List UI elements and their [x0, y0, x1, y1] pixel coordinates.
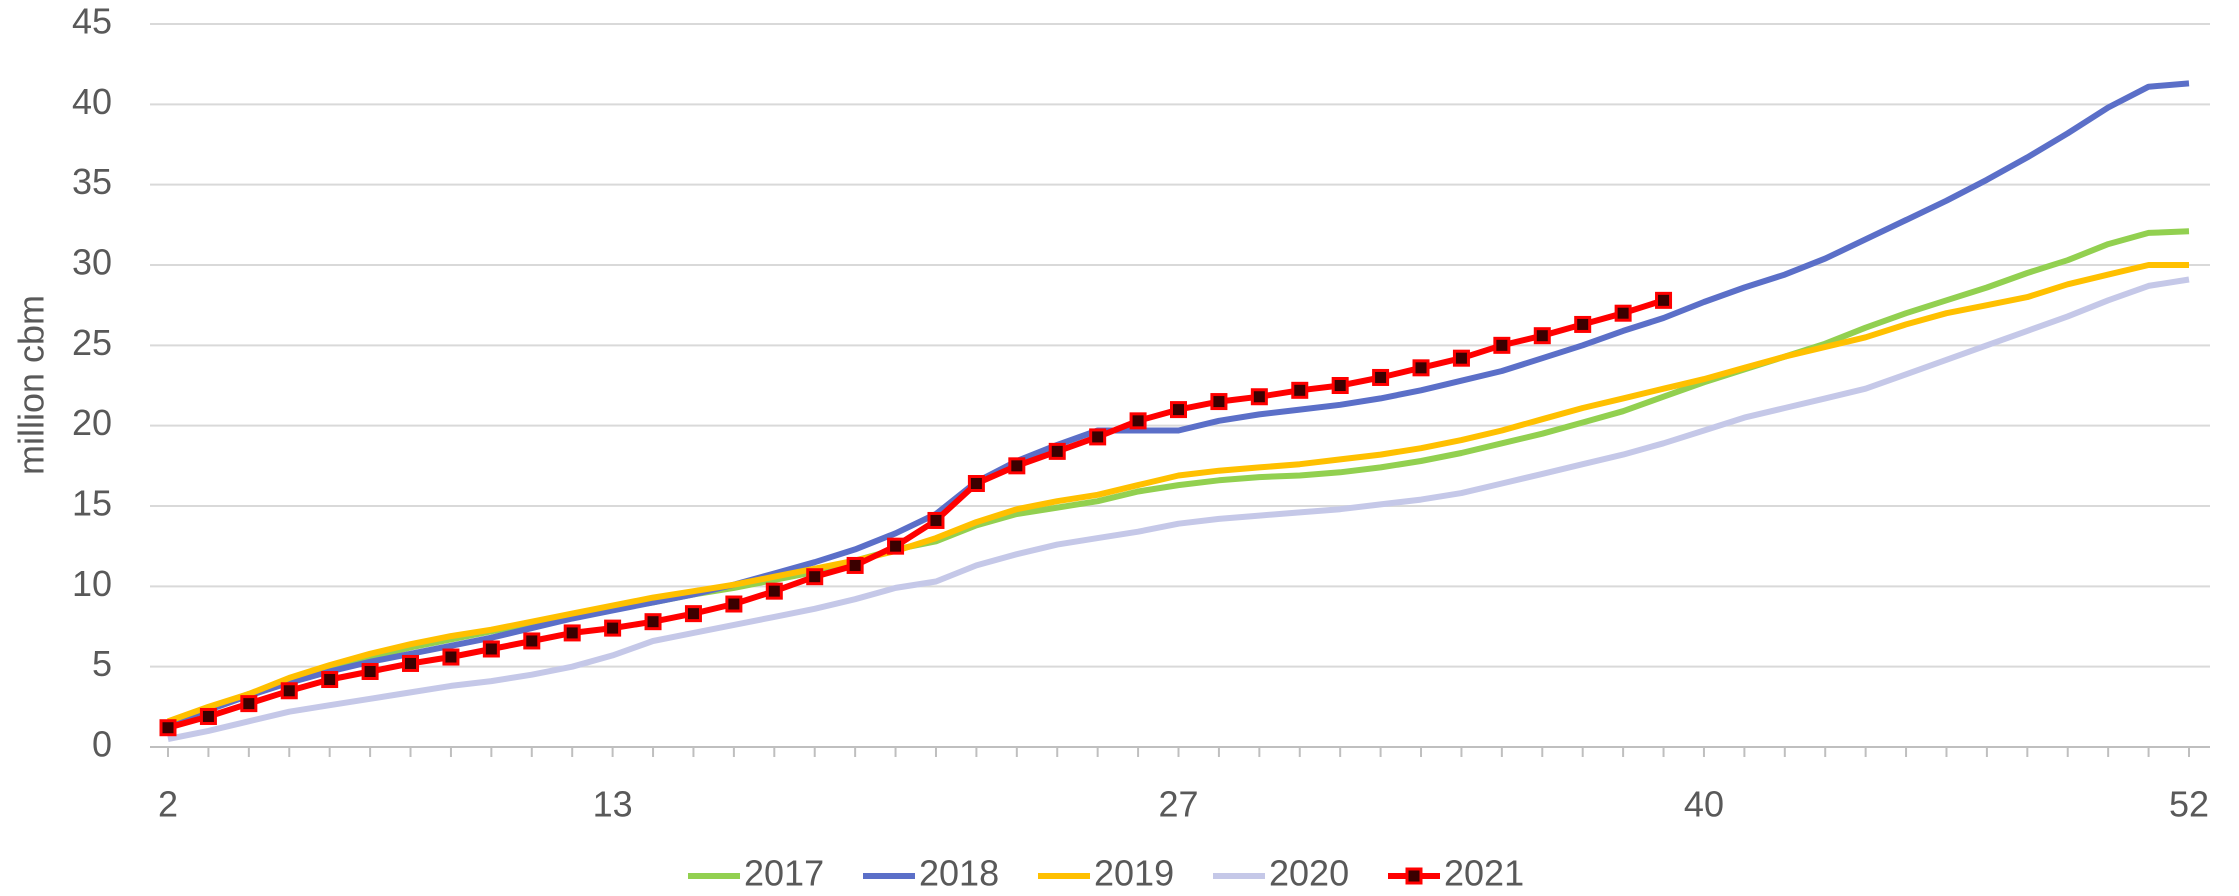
series-marker — [644, 613, 662, 631]
series-marker — [684, 605, 702, 623]
series-marker — [563, 624, 581, 642]
series-marker — [280, 682, 298, 700]
series-marker — [1533, 327, 1551, 345]
y-axis-label: million cbm — [11, 295, 52, 475]
series-marker — [806, 568, 824, 586]
series-marker — [321, 671, 339, 689]
y-tick-label: 25 — [72, 322, 112, 363]
series-marker — [482, 640, 500, 658]
series-marker — [1291, 381, 1309, 399]
y-tick-label: 30 — [72, 242, 112, 283]
x-tick-label: 40 — [1684, 784, 1724, 825]
series-marker — [402, 654, 420, 672]
series-marker — [725, 595, 743, 613]
legend-label: 2021 — [1444, 853, 1524, 894]
series-marker — [1129, 412, 1147, 430]
series-marker — [1170, 401, 1187, 419]
series-marker — [1048, 442, 1066, 460]
series-marker — [1089, 428, 1107, 446]
y-tick-label: 45 — [72, 1, 112, 42]
y-tick-label: 35 — [72, 161, 112, 202]
series-marker — [967, 475, 985, 493]
series-marker — [1452, 349, 1470, 367]
legend-label: 2020 — [1269, 853, 1349, 894]
series-marker — [1614, 304, 1632, 322]
series-marker — [604, 619, 622, 637]
series-marker — [1331, 377, 1349, 394]
y-tick-label: 15 — [72, 483, 112, 524]
x-tick-label: 27 — [1158, 784, 1198, 825]
series-marker — [1574, 315, 1592, 333]
x-tick-label: 52 — [2169, 784, 2209, 825]
series-marker — [159, 719, 177, 737]
series-marker — [1655, 291, 1673, 309]
series-line — [167, 276, 2190, 742]
y-tick-label: 0 — [92, 724, 112, 765]
series-marker — [361, 662, 379, 680]
y-tick-label: 20 — [72, 402, 112, 443]
series-marker — [240, 695, 258, 713]
x-tick-label: 13 — [593, 784, 633, 825]
series-marker — [1372, 368, 1390, 386]
series-marker — [846, 556, 864, 574]
series-marker — [887, 537, 905, 555]
legend-label: 2017 — [744, 853, 824, 894]
series-marker — [1493, 336, 1511, 354]
series-line — [166, 262, 2189, 725]
series-marker — [1412, 359, 1430, 377]
series-line — [167, 80, 2190, 726]
x-tick-label: 2 — [158, 784, 178, 825]
series-marker — [523, 632, 541, 650]
series-marker — [927, 511, 945, 529]
y-tick-label: 5 — [92, 643, 112, 684]
y-tick-label: 10 — [72, 563, 112, 604]
legend-marker — [1405, 867, 1423, 885]
series-marker — [1008, 457, 1026, 475]
series-line — [167, 297, 1665, 731]
series-marker — [1250, 388, 1268, 406]
series-marker — [1210, 393, 1228, 411]
series-marker — [765, 582, 783, 600]
legend-label: 2019 — [1094, 853, 1174, 894]
series-marker — [442, 648, 460, 666]
series-marker — [199, 707, 217, 725]
legend-label: 2018 — [919, 853, 999, 894]
y-tick-label: 40 — [72, 81, 112, 122]
